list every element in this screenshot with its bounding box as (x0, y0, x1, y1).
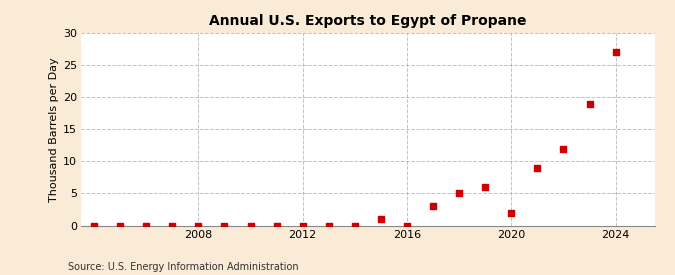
Point (558, 146, 569, 151)
Point (506, 210, 517, 215)
Point (532, 166, 543, 170)
Point (141, 223, 152, 228)
Point (88, 223, 99, 228)
Point (402, 223, 412, 228)
Point (480, 185, 491, 189)
Point (610, 50, 621, 54)
Point (584, 101, 595, 106)
Point (297, 223, 308, 228)
Point (245, 223, 256, 228)
Point (115, 223, 126, 228)
Point (428, 204, 439, 208)
Point (454, 191, 464, 196)
Point (323, 223, 334, 228)
Point (167, 223, 178, 228)
Point (219, 223, 230, 228)
Point (193, 223, 204, 228)
Point (350, 223, 360, 228)
Y-axis label: Thousand Barrels per Day: Thousand Barrels per Day (49, 57, 59, 202)
Title: Annual U.S. Exports to Egypt of Propane: Annual U.S. Exports to Egypt of Propane (209, 14, 526, 28)
Point (375, 217, 386, 221)
Text: Source: U.S. Energy Information Administration: Source: U.S. Energy Information Administ… (68, 262, 298, 272)
Point (271, 223, 282, 228)
